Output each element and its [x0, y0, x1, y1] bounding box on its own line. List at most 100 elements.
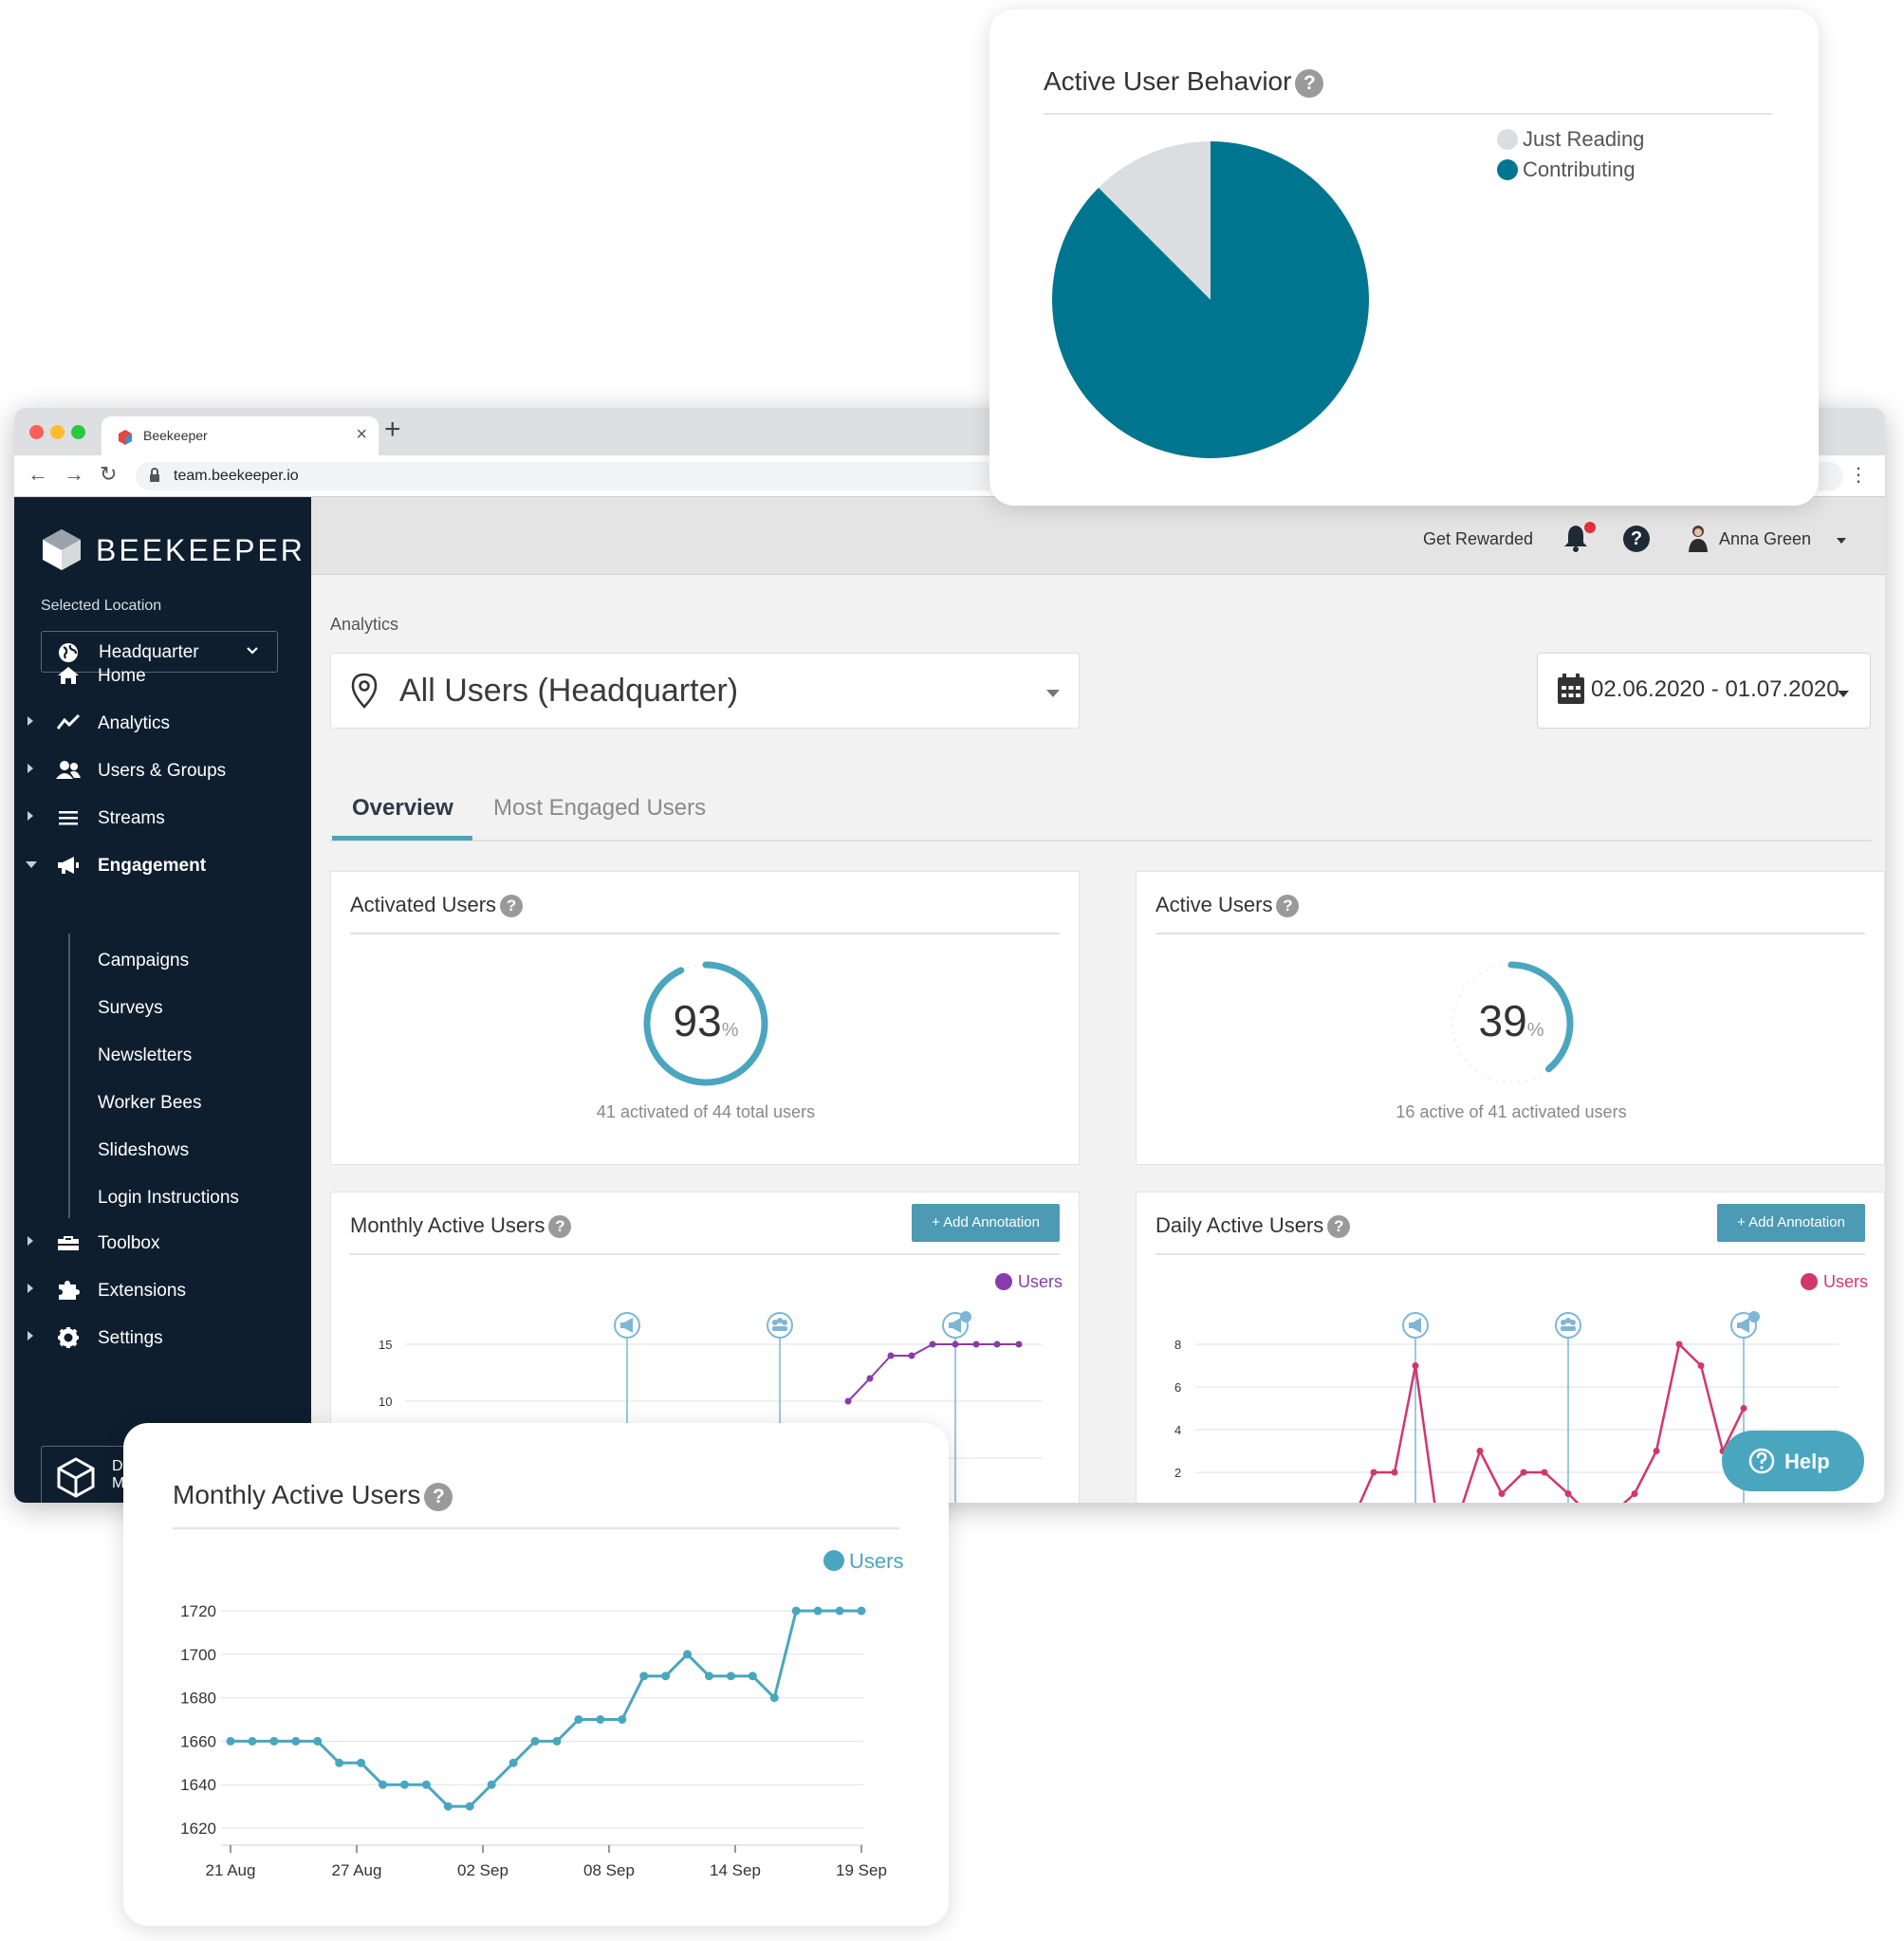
sidebar-item-home[interactable]: Home [14, 656, 311, 694]
tab-most-engaged-users[interactable]: Most Engaged Users [493, 795, 707, 821]
data-point [1391, 1469, 1398, 1476]
caret-right-icon [28, 1331, 33, 1340]
data-point [791, 1606, 801, 1616]
help-icon[interactable]: ? [1295, 68, 1324, 98]
sidebar-subitem-campaigns[interactable]: Campaigns [98, 951, 190, 970]
caret-down-icon [1838, 691, 1849, 697]
add-annotation-button[interactable]: + Add Annotation [1717, 1204, 1865, 1242]
location-value: Headquarter [99, 642, 199, 662]
sidebar-subitem-newsletters[interactable]: Newsletters [98, 1045, 193, 1065]
y-tick-label: 8 [1174, 1338, 1181, 1352]
sidebar-item-engagement[interactable]: Engagement [14, 846, 311, 884]
top-header: Get Rewarded ? Anna Green [311, 497, 1885, 575]
close-tab-icon[interactable]: × [356, 424, 367, 445]
user-menu-caret-icon[interactable] [1837, 538, 1846, 544]
monthly-active-users-card: Monthly Active Users? + Add Annotation U… [330, 1192, 1080, 1503]
data-point [313, 1736, 323, 1746]
help-button-label: Help [1784, 1450, 1830, 1473]
x-tick-label: 14 Sep [710, 1861, 761, 1879]
data-point [552, 1736, 562, 1746]
help-icon[interactable]: ? [424, 1482, 453, 1511]
globe-icon [59, 643, 78, 662]
series-line [844, 1340, 1023, 1405]
card-title: Monthly Active Users? [173, 1480, 453, 1511]
sidebar-item-label: Streams [98, 808, 165, 828]
minimize-window-button[interactable] [50, 425, 65, 439]
data-point [1370, 1469, 1377, 1476]
data-point [726, 1672, 735, 1681]
user-filter-select[interactable]: All Users (Headquarter) [330, 653, 1080, 729]
help-button[interactable]: Help [1722, 1431, 1864, 1491]
forward-button[interactable]: → [64, 462, 84, 486]
series-line [1359, 1340, 1747, 1503]
add-annotation-button[interactable]: + Add Annotation [912, 1204, 1060, 1242]
bell-icon[interactable] [1563, 524, 1588, 552]
date-range-picker[interactable]: 02.06.2020 - 01.07.2020 [1537, 653, 1871, 729]
card-divider [1155, 1253, 1865, 1255]
annotation-users-icon[interactable] [1555, 1312, 1581, 1339]
sidebar-item-users-groups[interactable]: Users & Groups [14, 751, 311, 789]
data-point [421, 1780, 431, 1789]
caret-down-icon [26, 861, 37, 868]
data-point [1631, 1490, 1638, 1497]
user-filter-value: All Users (Headquarter) [399, 673, 739, 709]
question-circle-icon [1748, 1448, 1775, 1474]
active-users-card: Active Users? 39% 16 active of 41 activa… [1136, 871, 1885, 1165]
data-point [508, 1758, 518, 1767]
browser-window: Beekeeper × + ← → ↻ team.beekeeper.io ⋮ … [14, 408, 1885, 1503]
calendar-icon [1558, 674, 1584, 704]
annotation-users-icon[interactable] [767, 1312, 793, 1339]
reload-button[interactable]: ↻ [100, 462, 118, 486]
maximize-window-button[interactable] [71, 425, 85, 439]
sidebar-subitem-login-instructions[interactable]: Login Instructions [98, 1188, 239, 1208]
new-tab-button[interactable]: + [384, 414, 401, 445]
x-tick-label: 08 Sep [583, 1861, 635, 1879]
help-icon[interactable]: ? [1276, 895, 1300, 918]
chevron-down-icon [247, 647, 258, 655]
sidebar-item-extensions[interactable]: Extensions [14, 1271, 311, 1309]
back-button[interactable]: ← [28, 462, 48, 486]
brand-name: BEEKEEPER [96, 533, 305, 567]
data-point [1412, 1362, 1419, 1369]
data-point [1476, 1448, 1484, 1454]
x-tick-label: 19 Sep [836, 1861, 887, 1879]
card-divider [350, 1253, 1060, 1255]
active-user-behavior-card: Active User Behavior? Just Reading Contri… [989, 9, 1819, 506]
legend-dot [1801, 1273, 1818, 1290]
help-icon[interactable]: ? [1327, 1215, 1351, 1239]
monthly-line-chart: 1620 1640 1660 1680 1700 1720 21 Aug 27 Aug 02 S… [180, 1549, 903, 1879]
help-icon[interactable]: ? [1623, 526, 1650, 552]
close-window-button[interactable] [29, 425, 44, 439]
sidebar-item-analytics[interactable]: Analytics [14, 704, 311, 742]
sidebar-item-label: Settings [98, 1328, 163, 1348]
get-rewarded-link[interactable]: Get Rewarded [1423, 529, 1534, 548]
data-point [1015, 1340, 1023, 1348]
series-line [847, 1343, 1019, 1402]
location-pin-icon [351, 673, 378, 709]
tab-overview[interactable]: Overview [352, 795, 453, 821]
card-title: Active User Behavior? [1044, 66, 1324, 98]
sidebar-subitem-surveys[interactable]: Surveys [98, 998, 163, 1018]
data-point [1653, 1448, 1660, 1454]
data-point [952, 1340, 959, 1348]
help-icon[interactable]: ? [500, 895, 524, 918]
location-select[interactable]: Headquarter [41, 631, 278, 673]
caret-right-icon [28, 764, 33, 773]
active-gauge [1449, 961, 1574, 1086]
sidebar-item-streams[interactable]: Streams [14, 799, 311, 837]
sidebar-subitem-worker-bees[interactable]: Worker Bees [98, 1093, 202, 1113]
browser-tab[interactable]: Beekeeper × [102, 416, 379, 455]
help-icon[interactable]: ? [548, 1215, 572, 1239]
user-name[interactable]: Anna Green [1719, 529, 1812, 548]
sidebar-item-settings[interactable]: Settings [14, 1319, 311, 1357]
y-tick-label: 1700 [180, 1646, 216, 1664]
data-point [465, 1802, 474, 1811]
legend-dot [995, 1273, 1012, 1290]
data-point [908, 1352, 915, 1359]
data-point [443, 1802, 453, 1811]
sidebar-subitem-slideshows[interactable]: Slideshows [98, 1140, 190, 1160]
browser-menu-icon[interactable]: ⋮ [1849, 465, 1868, 486]
chart-legend: Users [1801, 1272, 1868, 1292]
sidebar-item-toolbox[interactable]: Toolbox [14, 1224, 311, 1262]
avatar[interactable] [1687, 524, 1710, 552]
